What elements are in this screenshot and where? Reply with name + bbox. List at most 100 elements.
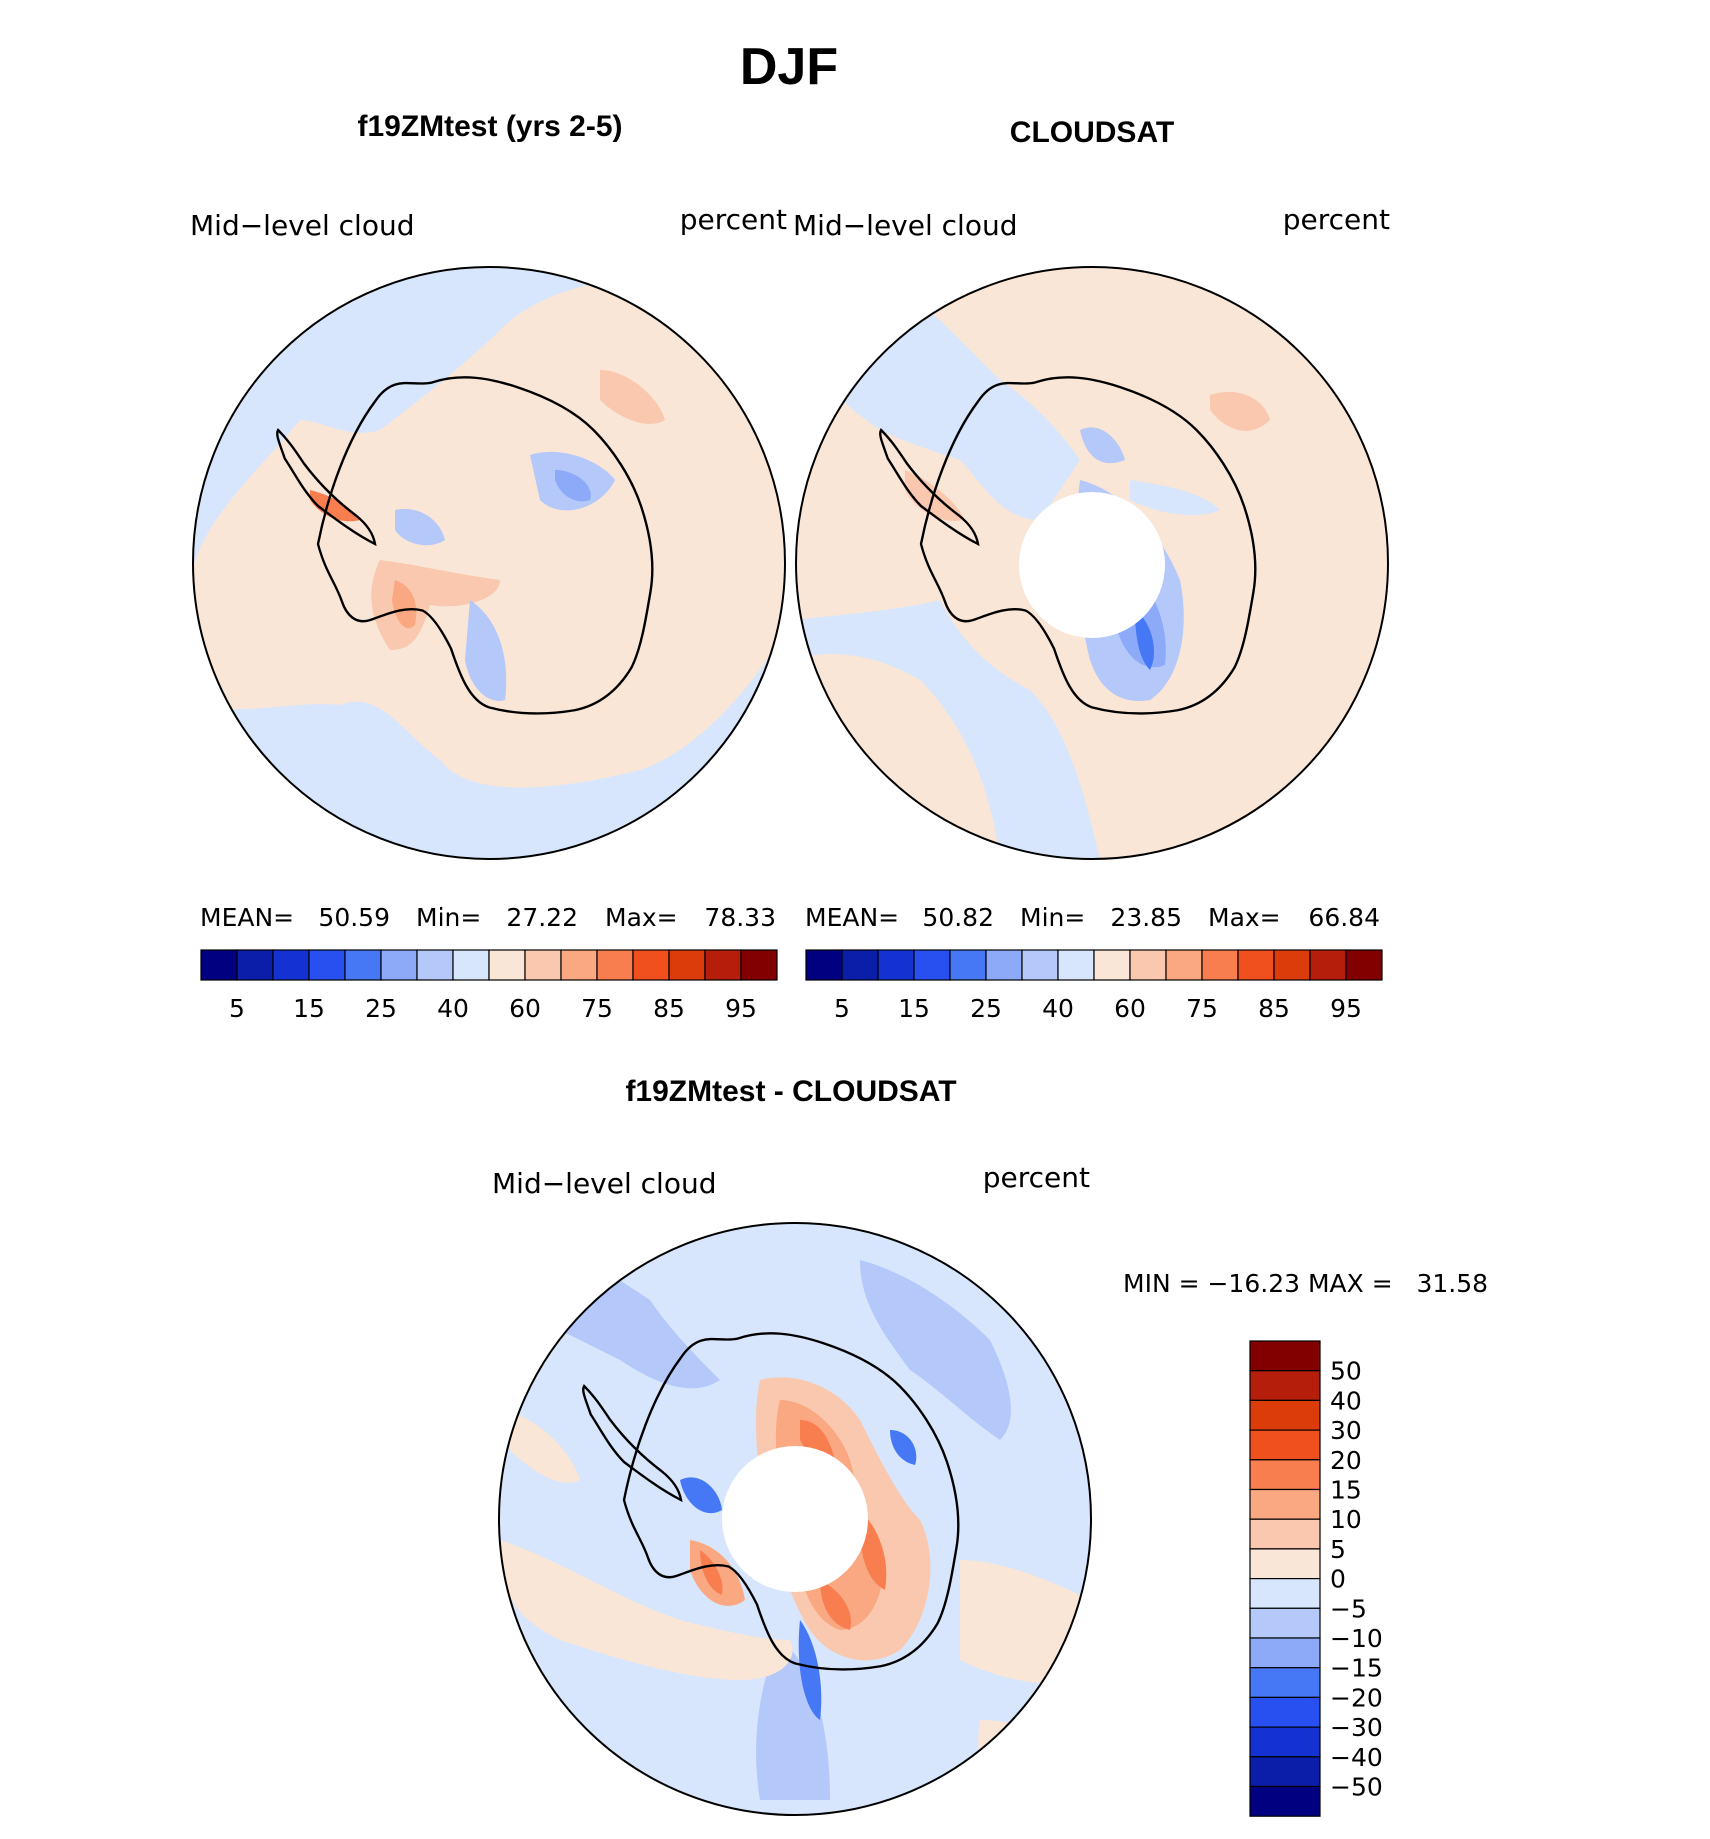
colorbar-swatch — [1249, 1459, 1321, 1491]
colorbar-swatch — [1345, 949, 1383, 981]
variable-label: Mid−level cloud — [190, 209, 414, 242]
colorbar-swatch — [488, 949, 526, 981]
colorbar-tick-label: 25 — [365, 994, 397, 1023]
mean-label: MEAN= — [200, 903, 294, 932]
colorbar-swatch — [1249, 1577, 1321, 1609]
colorbar-swatch — [985, 949, 1023, 981]
colorbar-swatch — [344, 949, 382, 981]
colorbar-tick-label: −20 — [1330, 1683, 1383, 1712]
colorbar-tick-label: 85 — [653, 994, 685, 1023]
colorbar-tick-label: 20 — [1330, 1446, 1362, 1475]
min-max-label: MIN = −16.23 MAX = 31.58 — [1123, 1269, 1488, 1298]
stats-line: MEAN= 50.82 Min= 23.85 Max= 66.84 — [805, 903, 1380, 932]
map-boundary — [795, 266, 1389, 860]
colorbar-swatch — [704, 949, 742, 981]
horizontal-colorbar: 5 15 25 40 60 75 85 95 — [805, 949, 1383, 1023]
colorbar-swatch — [1021, 949, 1059, 981]
colorbar-tick-label: 85 — [1258, 994, 1290, 1023]
colorbar-swatch — [308, 949, 346, 981]
min-value: 23.85 — [1110, 903, 1182, 932]
colorbar-tick-label: −30 — [1330, 1713, 1383, 1742]
colorbar-swatch — [1249, 1667, 1321, 1698]
units-label: percent — [983, 1161, 1090, 1194]
colorbar-tick-label: 60 — [509, 994, 541, 1023]
colorbar-tick-label: 60 — [1114, 994, 1146, 1023]
colorbar-swatch — [949, 949, 987, 981]
colorbar-swatch — [1165, 949, 1203, 981]
map-boundary — [498, 1222, 1092, 1816]
colorbar-swatch — [1249, 1399, 1321, 1431]
mean-label: MEAN= — [805, 903, 899, 932]
colorbar-tick-label: −40 — [1330, 1743, 1383, 1772]
colorbar-tick-label: −15 — [1330, 1654, 1383, 1683]
panel-title: f19ZMtest (yrs 2-5) — [357, 110, 622, 143]
colorbar-swatch — [1249, 1756, 1321, 1788]
horizontal-colorbar: 5 15 25 40 60 75 85 95 — [200, 949, 778, 1023]
colorbar-swatch — [877, 949, 915, 981]
colorbar-tick-label: 5 — [229, 994, 245, 1023]
colorbar-tick-label: 75 — [581, 994, 613, 1023]
colorbar-swatch — [913, 949, 951, 981]
colorbar-tick-label: 10 — [1330, 1505, 1362, 1534]
colorbar-tick-label: −5 — [1330, 1594, 1367, 1623]
colorbar-tick-label: 15 — [293, 994, 325, 1023]
colorbar-swatch — [272, 949, 310, 981]
colorbar-swatch — [841, 949, 879, 981]
colorbar-tick-label: 50 — [1330, 1357, 1362, 1386]
colorbar-swatch — [1093, 949, 1131, 981]
max-value: 66.84 — [1308, 903, 1380, 932]
units-label: percent — [680, 203, 787, 236]
colorbar-swatch — [668, 949, 706, 981]
colorbar-swatch — [1249, 1548, 1321, 1580]
min-label: Min= — [416, 903, 481, 932]
panel-title: f19ZMtest - CLOUDSAT — [625, 1075, 956, 1108]
colorbar-tick-label: 5 — [834, 994, 850, 1023]
colorbar-tick-label: 40 — [1330, 1386, 1362, 1415]
max-label: Max= — [605, 903, 678, 932]
colorbar-tick-label: 0 — [1330, 1565, 1346, 1594]
colorbar-tick-label: −10 — [1330, 1624, 1383, 1653]
polar-map — [796, 267, 1388, 859]
variable-label: Mid−level cloud — [793, 209, 1017, 242]
min-value: 27.22 — [506, 903, 578, 932]
panel-title: CLOUDSAT — [1010, 116, 1174, 149]
colorbar-swatch — [1237, 949, 1275, 981]
map-boundary — [192, 266, 786, 860]
max-label: Max= — [1208, 903, 1281, 932]
colorbar-swatch — [1057, 949, 1095, 981]
colorbar-swatch — [805, 949, 843, 981]
variable-label: Mid−level cloud — [492, 1167, 716, 1200]
colorbar-swatch — [380, 949, 418, 981]
colorbar-swatch — [1249, 1696, 1321, 1728]
panel-model: f19ZMtest (yrs 2-5) Mid−level cloud perc… — [190, 110, 787, 1023]
colorbar-tick-label: 25 — [970, 994, 1002, 1023]
colorbar-swatch — [1309, 949, 1347, 981]
colorbar-tick-label: 15 — [1330, 1476, 1362, 1505]
max-value: 78.33 — [704, 903, 776, 932]
colorbar-swatch — [1249, 1726, 1321, 1758]
colorbar-swatch — [1249, 1518, 1321, 1550]
stats-line: MEAN= 50.59 Min= 27.22 Max= 78.33 — [200, 903, 776, 932]
colorbar-swatch — [1249, 1340, 1321, 1372]
colorbar-swatch — [740, 949, 778, 981]
colorbar-tick-label: 15 — [898, 994, 930, 1023]
panel-obs: CLOUDSAT Mid−level cloud percent MEAN= 5… — [793, 116, 1390, 1023]
colorbar-swatch — [1249, 1785, 1321, 1817]
season-title: DJF — [740, 38, 838, 96]
colorbar-swatch — [1129, 949, 1167, 981]
colorbar-tick-label: 40 — [1042, 994, 1074, 1023]
colorbar-swatch — [1249, 1370, 1321, 1401]
polar-map — [193, 267, 785, 859]
colorbar-tick-label: 75 — [1186, 994, 1218, 1023]
colorbar-swatch — [1249, 1607, 1321, 1639]
panel-diff: f19ZMtest - CLOUDSAT Mid−level cloud per… — [492, 1075, 1488, 1817]
colorbar-tick-label: 95 — [725, 994, 757, 1023]
units-label: percent — [1283, 203, 1390, 236]
colorbar-swatch — [1249, 1488, 1321, 1520]
colorbar-swatch — [452, 949, 490, 981]
colorbar-swatch — [1201, 949, 1239, 981]
colorbar-tick-label: 95 — [1330, 994, 1362, 1023]
colorbar-swatch — [632, 949, 670, 981]
